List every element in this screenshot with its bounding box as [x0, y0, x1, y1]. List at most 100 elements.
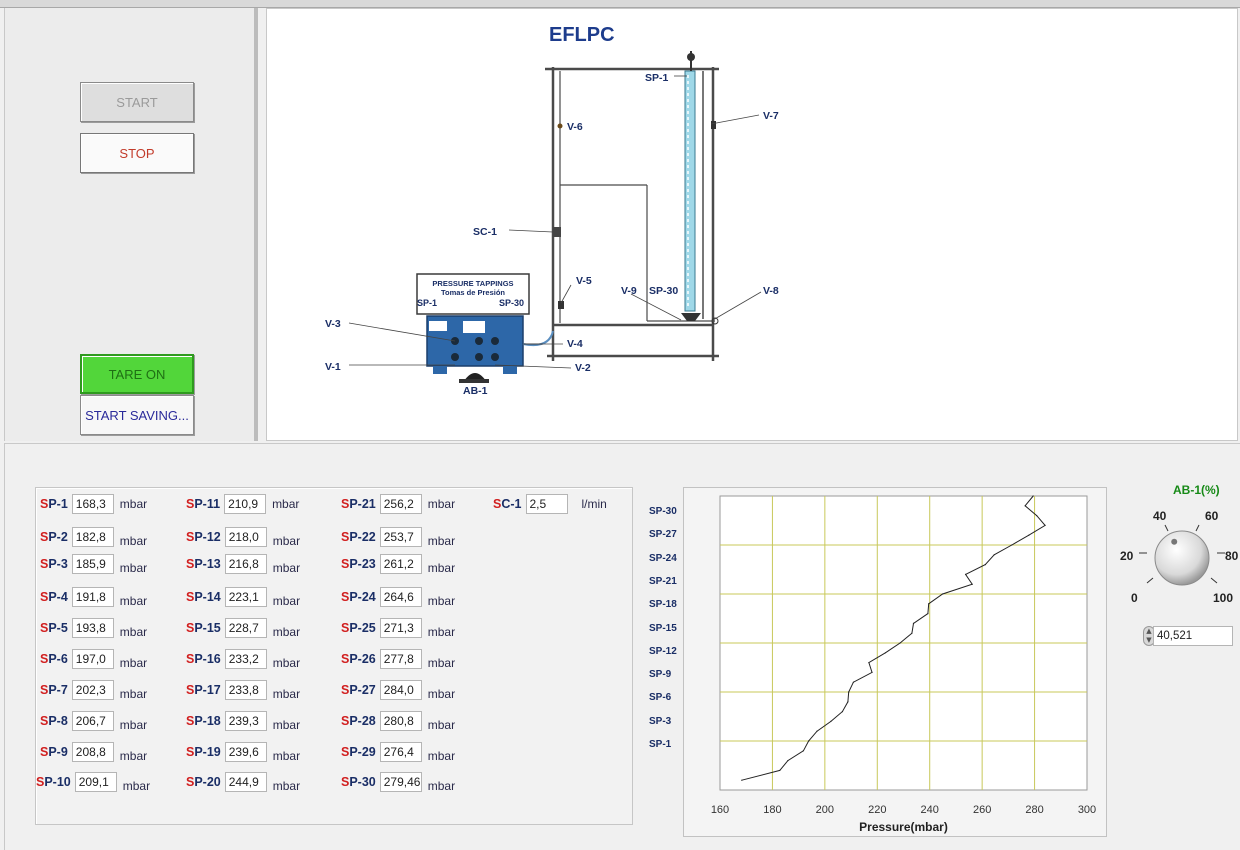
start-saving-button[interactable]: START SAVING...	[80, 395, 194, 435]
chart-y-tick-label: SP-21	[649, 575, 677, 587]
reading-value: 206,7	[71, 711, 114, 731]
reading-unit: mbar	[427, 561, 456, 575]
reading-label: SP-25	[341, 621, 376, 635]
x-tick-label: 300	[1078, 804, 1096, 816]
data-point	[899, 642, 901, 644]
reading-unit: mbar	[272, 497, 300, 511]
flow-label: SC-1	[493, 497, 522, 511]
knob-scale-20: 20	[1120, 549, 1134, 563]
reading-unit: mbar	[427, 594, 456, 608]
data-point	[1044, 524, 1046, 526]
knob-value-field[interactable]: 40,521	[1153, 626, 1233, 646]
label-ab1: AB-1	[463, 385, 488, 397]
start-button[interactable]: START	[80, 82, 194, 122]
reading-unit: mbar	[122, 779, 151, 793]
reading-sp28: SP-28 280,8 mbar	[341, 710, 455, 732]
data-point	[912, 622, 915, 624]
reading-value: 233,2	[224, 649, 267, 669]
data-point	[928, 603, 930, 605]
reading-label: SP-9	[40, 745, 68, 759]
reading-sp12: SP-12 218,0 mbar	[186, 526, 300, 548]
reading-value: 264,6	[379, 587, 422, 607]
reading-value: 271,3	[379, 618, 422, 638]
chart-y-tick-label: SP-15	[649, 622, 677, 634]
pressure-tappings-box	[416, 273, 530, 315]
reading-value: 253,7	[379, 527, 422, 547]
reading-unit: mbar	[119, 594, 148, 608]
data-point	[1036, 515, 1038, 517]
chart-y-tick-label: SP-30	[649, 506, 677, 517]
leader-lines	[348, 75, 762, 369]
reading-label: SP-20	[186, 775, 221, 789]
reading-sp6: SP-6 197,0 mbar	[40, 648, 147, 670]
reading-sp14: SP-14 223,1 mbar	[186, 586, 300, 608]
reading-label: SP-21	[341, 497, 376, 511]
reading-value: 202,3	[71, 680, 114, 700]
reading-unit: mbar	[427, 534, 456, 548]
reading-label: SP-7	[40, 683, 68, 697]
data-point	[779, 769, 781, 771]
label-v7: V-7	[763, 110, 779, 122]
reading-value: 218,0	[224, 527, 267, 547]
data-point	[1028, 534, 1030, 536]
reading-sp27: SP-27 284,0 mbar	[341, 679, 455, 701]
data-point	[848, 691, 850, 693]
label-v6: V-6	[567, 121, 583, 133]
x-tick-label: 240	[921, 804, 939, 816]
reading-value: 182,8	[71, 527, 114, 547]
knob-scale-100: 100	[1213, 591, 1234, 605]
reading-unit: mbar	[427, 718, 456, 732]
reading-label: SP-27	[341, 683, 376, 697]
chart-y-tick-label: SP-12	[649, 645, 677, 657]
label-v5: V-5	[576, 275, 592, 287]
data-point	[787, 760, 789, 762]
data-point	[847, 701, 849, 703]
data-point	[871, 671, 873, 673]
tare-on-button[interactable]: TARE ON	[80, 354, 194, 394]
reading-unit: mbar	[272, 534, 301, 548]
increment-decrement-icon[interactable]: ▲ ▼	[1143, 626, 1155, 646]
data-point	[984, 564, 986, 566]
x-tick-label: 160	[711, 804, 729, 816]
top-menu-strip	[0, 0, 1240, 8]
x-axis-label: Pressure(mbar)	[859, 820, 948, 834]
chart-y-tick-label: SP-1	[649, 739, 672, 750]
reading-unit: mbar	[119, 497, 148, 511]
reading-label: SP-26	[341, 652, 376, 666]
reading-value: 197,0	[71, 649, 114, 669]
reading-sp2: SP-2 182,8 mbar	[40, 526, 147, 548]
reading-unit: mbar	[272, 779, 301, 793]
reading-unit: mbar	[427, 656, 456, 670]
label-v3: V-3	[325, 318, 341, 330]
box-subtitle: Tomas de Presión	[441, 288, 505, 297]
reading-sp26: SP-26 277,8 mbar	[341, 648, 455, 670]
data-point	[884, 652, 887, 654]
data-point	[802, 750, 804, 752]
reading-label: SP-24	[341, 590, 376, 604]
reading-sp10: SP-10 209,1 mbar	[36, 771, 150, 793]
stop-button[interactable]: STOP	[80, 133, 194, 173]
label-v9: V-9	[621, 285, 637, 297]
reading-label: SP-8	[40, 714, 68, 728]
reading-sp19: SP-19 239,6 mbar	[186, 741, 300, 763]
knob-title: AB-1(%)	[1173, 483, 1220, 497]
diagram-title: EFLPC	[549, 24, 615, 46]
reading-unit: mbar	[119, 749, 148, 763]
reading-sp1: SP-1 168,3 mbar	[40, 493, 147, 515]
reading-sp11: SP-11 210,9 mbar	[186, 493, 299, 515]
knob-dial[interactable]	[1119, 475, 1240, 625]
reading-sp30: SP-30 279,46 mbar	[341, 771, 455, 793]
knob-scale-40: 40	[1153, 509, 1167, 523]
label-sc1: SC-1	[473, 226, 497, 238]
reading-value: 208,8	[71, 742, 114, 762]
data-point	[741, 779, 743, 781]
reading-sp17: SP-17 233,8 mbar	[186, 679, 300, 701]
reading-label: SP-5	[40, 621, 68, 635]
reading-value: 191,8	[71, 587, 114, 607]
equipment-diagram: EFLPC	[325, 24, 779, 397]
reading-value: 284,0	[379, 680, 422, 700]
reading-value: 210,9	[224, 494, 267, 514]
reading-sp9: SP-9 208,8 mbar	[40, 741, 147, 763]
label-sp30: SP-30	[649, 285, 678, 297]
label-v4: V-4	[567, 338, 583, 350]
